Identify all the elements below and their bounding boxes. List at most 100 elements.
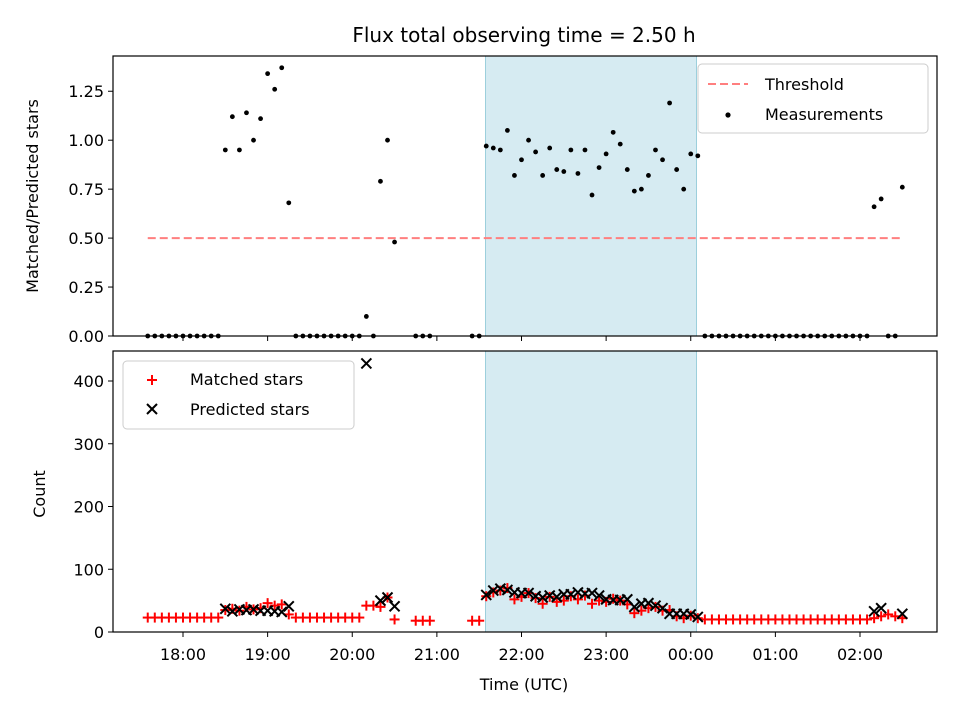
predicted-star-point bbox=[381, 591, 394, 604]
bottom-x-axis-label: Time (UTC) bbox=[479, 675, 568, 694]
predicted-star-point bbox=[501, 584, 514, 596]
top-shaded-edge-right bbox=[696, 56, 697, 336]
measurement-point bbox=[603, 151, 609, 157]
bottom-y-tick-label: 100 bbox=[73, 560, 104, 579]
predicted-legend-swatch bbox=[146, 403, 158, 415]
top-x-ticks bbox=[182, 336, 861, 341]
bottom-y-axis-label: Count bbox=[30, 470, 49, 518]
predicted-star-point bbox=[219, 603, 232, 615]
measurement-point bbox=[286, 200, 292, 206]
bottom-x-tick-label: 01:00 bbox=[752, 645, 798, 664]
measurement-point bbox=[258, 116, 263, 122]
measurement-point bbox=[392, 239, 397, 245]
matched-star-point bbox=[869, 613, 880, 624]
measurement-point bbox=[244, 110, 249, 116]
bottom-legend-box bbox=[122, 360, 355, 430]
bottom-x-tick-label: 00:00 bbox=[668, 645, 714, 664]
top-panel: 0.00 0.25 0.50 0.75 1.00 1.25 Matched/Predict… bbox=[23, 55, 938, 346]
predicted-star-point bbox=[283, 600, 295, 612]
predicted-star-point bbox=[593, 589, 605, 602]
measurement-point bbox=[568, 147, 574, 153]
top-y-tick-label: 0.75 bbox=[68, 180, 104, 199]
measurement-point bbox=[483, 143, 489, 149]
matched-legend-swatch bbox=[147, 375, 157, 385]
matched-star-point bbox=[537, 598, 548, 609]
matched-star-point bbox=[424, 615, 435, 626]
matched-star-point bbox=[551, 596, 562, 607]
top-y-axis-label: Matched/Predicted stars bbox=[23, 99, 42, 293]
top-y-tick-label: 0.00 bbox=[68, 327, 104, 346]
measurement-point bbox=[363, 314, 369, 319]
top-y-tick-label: 0.50 bbox=[68, 229, 104, 248]
threshold-legend-label: Threshold bbox=[764, 75, 844, 94]
predicted-star-point bbox=[388, 600, 401, 612]
predicted-star-point bbox=[226, 605, 239, 617]
bottom-y-tick-label: 400 bbox=[73, 372, 104, 391]
measurement-point bbox=[695, 153, 701, 159]
matched-star-point bbox=[495, 585, 506, 596]
measurement-point bbox=[660, 157, 665, 163]
predicted-star-point bbox=[551, 591, 563, 603]
predicted-star-point bbox=[374, 594, 387, 607]
matched-star-point bbox=[862, 614, 873, 625]
predicted-star-point bbox=[536, 591, 549, 604]
top-y-axis: 0.00 0.25 0.50 0.75 1.00 1.25 bbox=[68, 82, 113, 346]
matched-star-point bbox=[262, 598, 273, 609]
measurement-point bbox=[667, 100, 672, 106]
top-plot-frame bbox=[112, 55, 938, 337]
measurement-point bbox=[237, 147, 242, 153]
bottom-shaded-edge-right bbox=[696, 351, 697, 632]
matched-star-point bbox=[474, 615, 485, 626]
matched-star-point bbox=[276, 599, 287, 610]
predicted-star-point bbox=[628, 601, 641, 613]
measurement-point bbox=[378, 178, 383, 184]
measurement-point bbox=[229, 114, 235, 120]
predicted-star-point bbox=[565, 588, 577, 601]
predicted-star-point bbox=[685, 608, 697, 621]
measurement-point bbox=[547, 145, 553, 151]
measurement-point bbox=[617, 141, 623, 147]
measurement-point bbox=[490, 145, 496, 151]
measurement-point bbox=[871, 204, 877, 210]
measurement-point bbox=[878, 196, 884, 202]
matched-star-point bbox=[213, 612, 224, 623]
bottom-y-tick-label: 0 bbox=[94, 623, 104, 642]
top-y-tick-label: 0.25 bbox=[68, 278, 104, 297]
top-legend-box bbox=[697, 63, 929, 134]
measurement-point bbox=[279, 65, 285, 71]
bottom-x-tick-label: 22:00 bbox=[498, 645, 544, 664]
bottom-x-ticks: 18:00 19:00 20:00 21:00 22:00 23:00 00:00 01:00… bbox=[160, 632, 883, 664]
measurement-point bbox=[533, 149, 539, 155]
predicted-star-point bbox=[642, 597, 655, 609]
measurement-point bbox=[504, 128, 510, 133]
bottom-plot-frame bbox=[112, 350, 938, 633]
bottom-shaded-edge-left bbox=[485, 351, 486, 632]
predicted-star-point bbox=[649, 599, 662, 612]
matched-star-point bbox=[509, 594, 520, 605]
measurement-point bbox=[646, 173, 651, 178]
measurements-legend-label: Measurements bbox=[765, 105, 883, 124]
predicted-legend-label: Predicted stars bbox=[190, 400, 310, 419]
predicted-star-point bbox=[360, 357, 373, 370]
measurement-point bbox=[251, 137, 256, 143]
top-legend: Threshold Measurements bbox=[697, 63, 929, 134]
measurement-point bbox=[272, 86, 278, 92]
predicted-star-point bbox=[896, 608, 909, 620]
predicted-star-point bbox=[487, 584, 499, 597]
measurement-point bbox=[688, 151, 694, 157]
bottom-shaded-region bbox=[485, 351, 697, 632]
measurement-point bbox=[681, 186, 687, 192]
measurement-point bbox=[222, 147, 228, 153]
measurement-point bbox=[596, 165, 602, 171]
bottom-y-axis: 0 100 200 300 400 bbox=[73, 372, 113, 642]
bottom-marks bbox=[142, 357, 909, 626]
measurement-point bbox=[575, 171, 581, 176]
matched-star-point bbox=[629, 608, 640, 619]
predicted-star-point bbox=[480, 589, 492, 601]
predicted-star-point bbox=[868, 605, 880, 617]
measurement-point bbox=[674, 167, 680, 172]
top-y-tick-label: 1.25 bbox=[68, 82, 104, 101]
bottom-x-tick-label: 02:00 bbox=[837, 645, 883, 664]
matched-star-point bbox=[594, 595, 605, 606]
measurement-point bbox=[582, 147, 588, 153]
